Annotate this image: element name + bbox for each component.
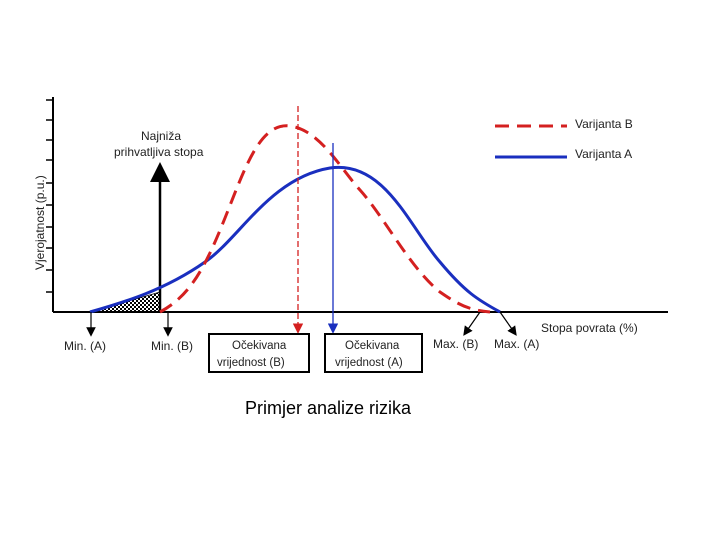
min-a-label: Min. (A) bbox=[64, 339, 106, 353]
y-axis-label: Vjerojatnost (p.u.) bbox=[33, 175, 47, 270]
max-b-tick bbox=[463, 311, 481, 336]
legend-label-variant-a: Varijanta A bbox=[575, 147, 632, 161]
expected-value-a-box bbox=[324, 333, 423, 373]
expected-value-a-line2: vrijednost (A) bbox=[335, 357, 403, 369]
min-b-label: Min. (B) bbox=[151, 339, 193, 353]
hurdle-label-line1: Najniža bbox=[141, 129, 181, 143]
hurdle-label-line2: prihvatljiva stopa bbox=[114, 145, 204, 159]
legend-label-variant-b: Varijanta B bbox=[575, 117, 633, 131]
y-axis-ticks bbox=[46, 99, 53, 293]
max-b-label: Max. (B) bbox=[433, 337, 478, 351]
curve-variant-a bbox=[89, 165, 501, 314]
expected-value-a-line1: Očekivana bbox=[345, 340, 400, 352]
expected-value-b-box bbox=[208, 333, 310, 373]
curve-variant-b bbox=[159, 124, 491, 314]
caption: Primjer analize rizika bbox=[244, 398, 412, 418]
expected-value-b-line2: vrijednost (B) bbox=[217, 357, 285, 369]
max-a-tick bbox=[499, 311, 517, 336]
x-axis-label: Stopa povrata (%) bbox=[541, 321, 638, 335]
legend: Varijanta B Varijanta A bbox=[495, 117, 633, 161]
expected-value-b-line1: Očekivana bbox=[232, 340, 287, 352]
max-a-label: Max. (A) bbox=[494, 337, 539, 351]
